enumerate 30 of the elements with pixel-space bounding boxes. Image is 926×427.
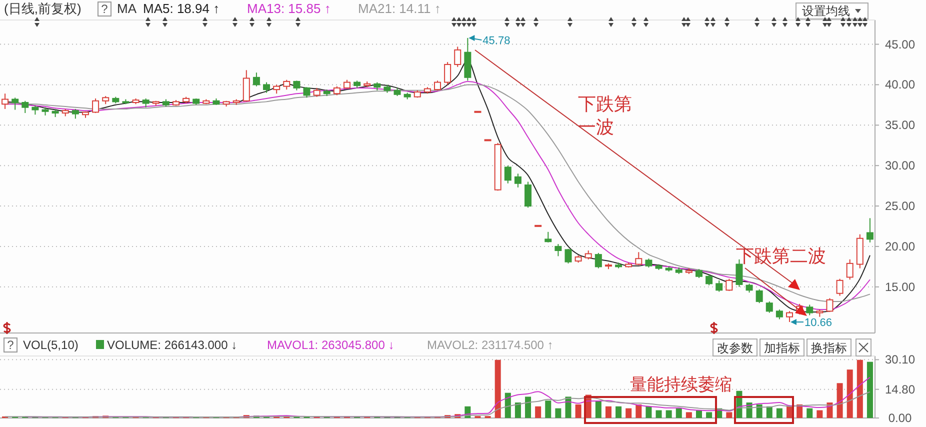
text: MAVOL2: 231174.500 ↑ xyxy=(427,338,554,352)
y-tick-label: 15.00 xyxy=(884,280,916,294)
y-tick-label: 40.00 xyxy=(884,78,916,92)
annotation: 下跌第一波 xyxy=(578,94,632,137)
y-tick-label: 14.80 xyxy=(884,382,916,396)
chart-title: VOL(5,10) xyxy=(23,338,78,352)
text: MA5: 18.94 ↑ xyxy=(143,1,220,16)
annotation: 量能持续萎缩 xyxy=(630,375,732,394)
text: MA13: 15.85 ↑ xyxy=(247,1,331,16)
text: ? xyxy=(7,338,14,352)
text: ? xyxy=(101,2,108,16)
y-tick-label: 30.10 xyxy=(884,352,916,367)
y-tick-label: 35.00 xyxy=(884,118,916,132)
annotation: 下跌第二波 xyxy=(736,246,826,266)
y-tick-label: 45.00 xyxy=(884,37,916,52)
annotation: 10.66 xyxy=(804,317,832,329)
text: MAVOL1: 263045.800 ↓ xyxy=(267,338,394,352)
text: 设置均线 xyxy=(802,4,850,18)
y-tick-label: 20.00 xyxy=(884,239,916,254)
text: MA21: 14.11 ↑ xyxy=(358,1,441,16)
y-tick-label: 25.00 xyxy=(884,199,916,214)
legend-label: VOLUME: 266143.000 ↓ xyxy=(107,338,238,352)
legend-title: MA xyxy=(117,1,137,16)
text: 改参数 xyxy=(717,341,753,355)
chart-subtitle: (日线,前复权) xyxy=(4,1,82,16)
y-tick-label: 30.00 xyxy=(884,158,916,173)
text: 加指标 xyxy=(764,341,800,355)
y-tick-label: 0.00 xyxy=(888,411,912,425)
annotation: 45.78 xyxy=(482,34,510,47)
text: 换指标 xyxy=(811,341,847,355)
